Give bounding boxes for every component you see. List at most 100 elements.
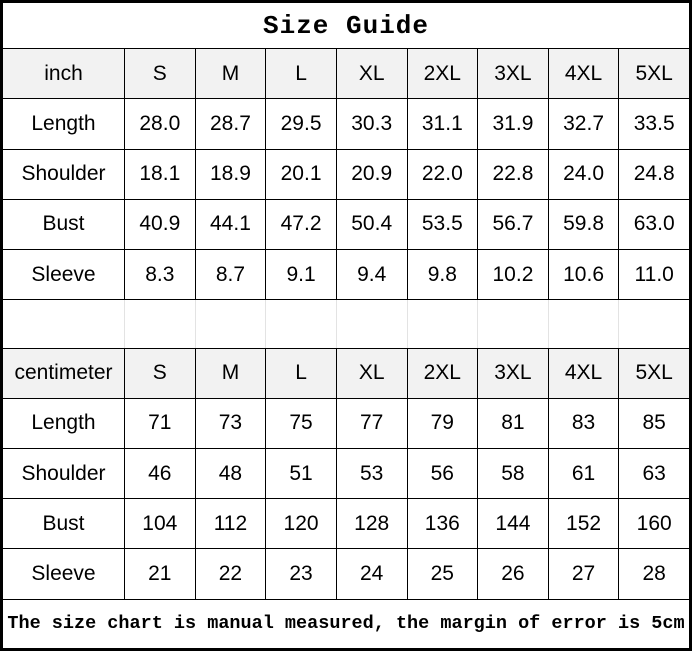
size-value-cell: 20.1 bbox=[265, 148, 337, 200]
size-value-cell: 81 bbox=[477, 397, 549, 449]
size-value-cell: 46 bbox=[124, 447, 196, 500]
size-value-cell: 128 bbox=[335, 498, 408, 550]
size-value-cell: 28.7 bbox=[194, 98, 267, 150]
size-value-cell: 48 bbox=[194, 447, 267, 500]
size-value-cell: 73 bbox=[194, 397, 267, 449]
measure-label: Length bbox=[2, 98, 125, 150]
size-header-l: L bbox=[265, 347, 337, 399]
size-value-cell: 104 bbox=[124, 498, 196, 550]
measure-label: Sleeve bbox=[2, 548, 125, 600]
size-value-cell: 59.8 bbox=[547, 198, 620, 251]
size-value-cell: 120 bbox=[265, 498, 337, 550]
table-row-inch-shoulder: Shoulder 18.1 18.9 20.1 20.9 22.0 22.8 2… bbox=[2, 148, 690, 200]
size-header-3xl: 3XL bbox=[477, 48, 549, 100]
size-value-cell: 112 bbox=[194, 498, 267, 550]
size-value-cell: 53.5 bbox=[406, 198, 479, 251]
spacer-cell bbox=[618, 299, 690, 349]
table-row-cm-bust: Bust 104 112 120 128 136 144 152 160 bbox=[2, 498, 690, 550]
size-value-cell: 79 bbox=[406, 397, 479, 449]
size-value-cell: 61 bbox=[547, 447, 620, 500]
size-value-cell: 11.0 bbox=[618, 249, 690, 301]
size-header-s: S bbox=[124, 48, 196, 100]
spacer-cell bbox=[124, 299, 196, 349]
size-header-5xl: 5XL bbox=[618, 48, 690, 100]
size-value-cell: 33.5 bbox=[618, 98, 690, 150]
size-value-cell: 26 bbox=[477, 548, 549, 600]
size-value-cell: 22.8 bbox=[477, 148, 549, 200]
size-value-cell: 18.9 bbox=[194, 148, 267, 200]
inch-header-row: inch S M L XL 2XL 3XL 4XL 5XL bbox=[2, 48, 690, 100]
size-value-cell: 21 bbox=[124, 548, 196, 600]
size-value-cell: 144 bbox=[477, 498, 549, 550]
size-value-cell: 40.9 bbox=[124, 198, 196, 251]
measure-label: Bust bbox=[2, 198, 125, 251]
spacer-cell bbox=[477, 299, 549, 349]
measure-label: Length bbox=[2, 397, 125, 449]
size-header-2xl: 2XL bbox=[406, 48, 479, 100]
size-value-cell: 160 bbox=[618, 498, 690, 550]
table-row-inch-bust: Bust 40.9 44.1 47.2 50.4 53.5 56.7 59.8 … bbox=[2, 198, 690, 251]
size-header-xl: XL bbox=[335, 48, 408, 100]
table-row-cm-length: Length 71 73 75 77 79 81 83 85 bbox=[2, 397, 690, 449]
title-row: Size Guide bbox=[2, 1, 690, 50]
size-value-cell: 51 bbox=[265, 447, 337, 500]
table-row-cm-shoulder: Shoulder 46 48 51 53 56 58 61 63 bbox=[2, 447, 690, 500]
size-value-cell: 47.2 bbox=[265, 198, 337, 251]
size-value-cell: 32.7 bbox=[547, 98, 620, 150]
spacer-cell bbox=[194, 299, 267, 349]
table-row-inch-length: Length 28.0 28.7 29.5 30.3 31.1 31.9 32.… bbox=[2, 98, 690, 150]
size-value-cell: 20.9 bbox=[335, 148, 408, 200]
size-value-cell: 30.3 bbox=[335, 98, 408, 150]
size-value-cell: 9.8 bbox=[406, 249, 479, 301]
size-header-4xl: 4XL bbox=[547, 347, 620, 399]
spacer-cell bbox=[2, 299, 125, 349]
size-value-cell: 22 bbox=[194, 548, 267, 600]
size-value-cell: 24.8 bbox=[618, 148, 690, 200]
size-value-cell: 77 bbox=[335, 397, 408, 449]
size-value-cell: 10.2 bbox=[477, 249, 549, 301]
size-value-cell: 10.6 bbox=[547, 249, 620, 301]
size-value-cell: 50.4 bbox=[335, 198, 408, 251]
size-value-cell: 31.1 bbox=[406, 98, 479, 150]
size-value-cell: 85 bbox=[618, 397, 690, 449]
size-value-cell: 75 bbox=[265, 397, 337, 449]
size-value-cell: 22.0 bbox=[406, 148, 479, 200]
size-value-cell: 56 bbox=[406, 447, 479, 500]
size-value-cell: 83 bbox=[547, 397, 620, 449]
size-header-3xl: 3XL bbox=[477, 347, 549, 399]
measure-label: Bust bbox=[2, 498, 125, 550]
size-value-cell: 58 bbox=[477, 447, 549, 500]
size-value-cell: 152 bbox=[547, 498, 620, 550]
size-value-cell: 24 bbox=[335, 548, 408, 600]
size-header-4xl: 4XL bbox=[547, 48, 620, 100]
size-value-cell: 9.4 bbox=[335, 249, 408, 301]
size-value-cell: 23 bbox=[265, 548, 337, 600]
size-guide-title: Size Guide bbox=[2, 1, 690, 50]
size-value-cell: 28 bbox=[618, 548, 690, 600]
size-value-cell: 28.0 bbox=[124, 98, 196, 150]
size-header-m: M bbox=[194, 347, 267, 399]
spacer-cell bbox=[265, 299, 337, 349]
table-row-inch-sleeve: Sleeve 8.3 8.7 9.1 9.4 9.8 10.2 10.6 11.… bbox=[2, 249, 690, 301]
measure-label: Shoulder bbox=[2, 447, 125, 500]
spacer-cell bbox=[406, 299, 479, 349]
unit-label-inch: inch bbox=[2, 48, 125, 100]
size-value-cell: 27 bbox=[547, 548, 620, 600]
size-value-cell: 29.5 bbox=[265, 98, 337, 150]
footer-row: The size chart is manual measured, the m… bbox=[2, 598, 690, 650]
measure-label: Shoulder bbox=[2, 148, 125, 200]
size-value-cell: 136 bbox=[406, 498, 479, 550]
size-value-cell: 9.1 bbox=[265, 249, 337, 301]
size-header-2xl: 2XL bbox=[406, 347, 479, 399]
size-value-cell: 8.7 bbox=[194, 249, 267, 301]
size-value-cell: 25 bbox=[406, 548, 479, 600]
size-header-s: S bbox=[124, 347, 196, 399]
spacer-row bbox=[2, 299, 690, 349]
size-header-l: L bbox=[265, 48, 337, 100]
spacer-cell bbox=[547, 299, 620, 349]
size-value-cell: 71 bbox=[124, 397, 196, 449]
size-value-cell: 31.9 bbox=[477, 98, 549, 150]
size-value-cell: 18.1 bbox=[124, 148, 196, 200]
